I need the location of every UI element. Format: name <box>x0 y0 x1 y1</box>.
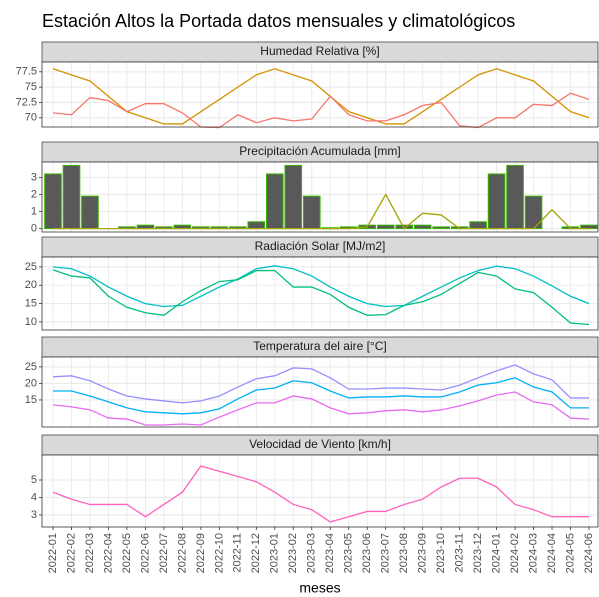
x-tick-label: 2024-03 <box>527 533 539 573</box>
bar <box>413 224 432 230</box>
line <box>52 364 589 404</box>
x-tick-label: 2023-01 <box>269 533 281 573</box>
x-tick-label: 2023-09 <box>417 533 429 573</box>
panel-border <box>41 161 599 233</box>
line <box>52 269 590 326</box>
x-tick-label: 2024-04 <box>546 533 558 573</box>
y-tick-label: 72.5 <box>16 96 37 108</box>
x-tick-label: 2023-12 <box>472 533 484 573</box>
x-tick-label: 2023-06 <box>361 533 373 573</box>
x-tick-label: 2022-03 <box>84 533 96 573</box>
x-tick-label: 2023-10 <box>435 533 447 573</box>
x-tick-label: 2023-11 <box>454 533 466 573</box>
x-tick-label: 2023-07 <box>380 533 392 573</box>
y-tick-label: 1 <box>31 205 37 217</box>
bar <box>432 226 450 230</box>
line <box>53 193 589 230</box>
bar <box>506 164 524 230</box>
bar <box>265 173 284 230</box>
line <box>52 465 589 523</box>
bar <box>81 195 99 230</box>
x-tick-label: 2023-04 <box>324 533 336 573</box>
y-tick-label: 15 <box>25 394 37 406</box>
panel-border <box>41 454 599 528</box>
y-tick-label: 3 <box>31 509 37 521</box>
x-tick-label: 2022-11 <box>232 533 244 573</box>
strip-title: Temperatura del aire [°C] <box>253 339 387 353</box>
x-tick-label: 2023-08 <box>398 533 410 573</box>
bar <box>44 173 62 230</box>
y-tick-label: 77.5 <box>16 66 37 78</box>
x-tick-label: 2024-01 <box>490 533 502 573</box>
x-tick-label: 2022-08 <box>176 533 188 573</box>
y-tick-label: 70 <box>25 112 37 124</box>
bar <box>487 173 506 230</box>
x-tick-label: 2022-07 <box>158 533 170 573</box>
panel-background <box>42 257 598 330</box>
chart-title: Estación Altos la Portada datos mensuale… <box>42 11 515 31</box>
x-tick-label: 2024-05 <box>564 533 576 573</box>
y-tick-label: 0 <box>31 222 37 234</box>
x-tick-label: 2022-09 <box>195 533 207 573</box>
line <box>52 68 590 125</box>
x-tick-label: 2022-01 <box>47 533 59 573</box>
x-tick-label: 2024-02 <box>509 533 521 573</box>
x-tick-label: 2022-12 <box>250 533 262 573</box>
line <box>53 377 589 415</box>
y-tick-label: 25 <box>25 261 37 273</box>
line <box>52 92 590 129</box>
x-tick-label: 2022-10 <box>213 533 225 573</box>
y-tick-label: 25 <box>25 361 37 373</box>
y-tick-label: 10 <box>25 316 37 328</box>
y-tick-label: 20 <box>25 279 37 291</box>
bar <box>284 164 303 230</box>
y-tick-label: 15 <box>25 297 37 309</box>
x-tick-label: 2023-05 <box>343 533 355 573</box>
y-tick-label: 4 <box>31 491 37 503</box>
x-tick-label: 2022-06 <box>139 533 151 573</box>
panel-border <box>41 356 599 428</box>
bar <box>62 164 81 230</box>
x-tick-label: 2023-02 <box>287 533 299 573</box>
y-tick-label: 75 <box>25 81 37 93</box>
x-tick-label: 2023-03 <box>306 533 318 573</box>
strip-title: Velocidad de Viento [km/h] <box>249 437 391 451</box>
line <box>52 391 590 426</box>
panel-border <box>41 61 599 128</box>
panel-background <box>42 62 598 127</box>
bar <box>469 221 487 230</box>
x-tick-label: 2022-05 <box>121 533 133 573</box>
y-tick-label: 20 <box>25 377 37 389</box>
bar <box>247 221 266 230</box>
y-tick-label: 5 <box>31 474 37 486</box>
y-tick-label: 2 <box>31 188 37 200</box>
strip-title: Radiación Solar [MJ/m2] <box>255 239 386 253</box>
y-tick-label: 3 <box>31 171 37 183</box>
line <box>52 265 590 308</box>
x-tick-label: 2022-02 <box>65 533 77 573</box>
x-axis-label: meses <box>299 580 340 596</box>
strip-title: Humedad Relativa [%] <box>260 44 379 58</box>
x-tick-label: 2022-04 <box>102 533 114 573</box>
panel-border <box>41 256 599 331</box>
bar <box>302 195 321 230</box>
bar <box>376 224 395 230</box>
x-tick-label: 2024-06 <box>583 533 595 573</box>
bar <box>524 195 543 230</box>
strip-title: Precipitación Acumulada [mm] <box>239 144 400 158</box>
